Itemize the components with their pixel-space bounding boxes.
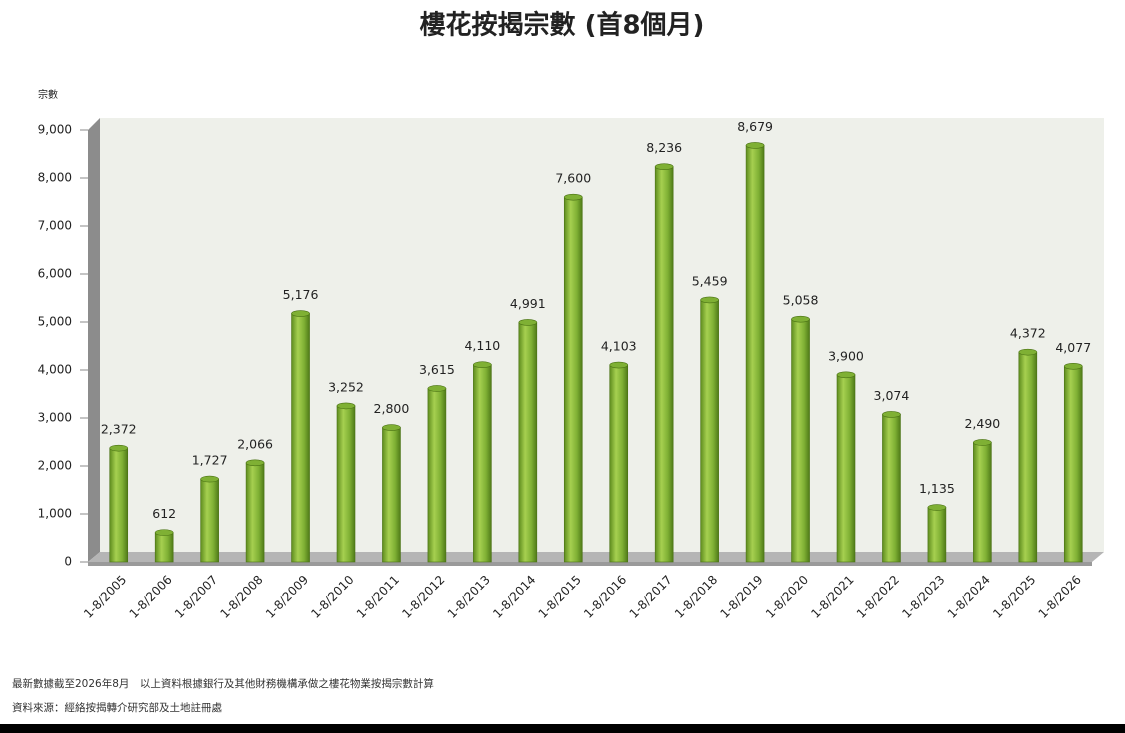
value-label: 612	[152, 506, 176, 521]
value-label: 1,727	[192, 453, 228, 468]
bar-top	[245, 459, 265, 467]
bar-top	[563, 193, 583, 201]
bar-top	[1063, 363, 1083, 370]
value-label: 8,679	[737, 119, 773, 134]
bar	[154, 532, 174, 563]
bar	[336, 405, 356, 563]
bar-top	[700, 296, 719, 304]
y-tick-label: 0	[64, 555, 72, 569]
bar	[245, 462, 265, 563]
bar	[1063, 366, 1083, 563]
y-tick-label: 1,000	[38, 507, 72, 521]
value-label: 5,058	[783, 293, 819, 308]
value-label: 4,103	[601, 339, 637, 354]
bar	[654, 166, 674, 563]
bar-top	[973, 439, 992, 446]
value-label: 3,252	[328, 379, 364, 394]
bar-top	[200, 475, 219, 483]
value-label: 4,110	[464, 338, 500, 353]
y-tick-label: 2,000	[38, 459, 72, 473]
bar-top	[109, 444, 129, 452]
value-label: 2,066	[237, 436, 273, 451]
bar-top	[473, 361, 492, 369]
bottom-strip	[0, 724, 1125, 733]
bar-top	[336, 402, 356, 410]
value-label: 7,600	[555, 171, 591, 186]
bar-top	[382, 424, 401, 431]
bar	[927, 507, 947, 563]
value-label: 3,074	[874, 388, 910, 403]
bar-top	[882, 411, 901, 418]
bar	[518, 322, 538, 563]
bar-top	[745, 142, 765, 149]
bar-top	[927, 504, 947, 511]
y-tick-label: 3,000	[38, 411, 72, 425]
value-label: 1,135	[919, 481, 955, 496]
value-label: 5,459	[692, 273, 728, 288]
floor	[88, 552, 1104, 562]
bar	[609, 364, 629, 563]
value-label: 2,800	[374, 401, 410, 416]
y-tick-label: 5,000	[38, 315, 72, 329]
y-tick-label: 7,000	[38, 219, 72, 233]
value-label: 5,176	[283, 287, 319, 302]
bar-top	[154, 529, 174, 536]
bar	[973, 442, 992, 563]
bar-top	[791, 315, 810, 323]
bar-top	[836, 371, 856, 379]
bar	[427, 388, 447, 563]
bar	[382, 427, 401, 563]
bar-top	[427, 385, 447, 392]
bar	[745, 145, 765, 563]
value-label: 2,490	[964, 416, 1000, 431]
y-axis-label: 宗數	[38, 88, 58, 101]
bar	[1018, 351, 1038, 563]
bar	[882, 414, 901, 563]
bar-top	[1018, 348, 1038, 356]
chart-title: 樓花按揭宗數 (首8個月)	[420, 10, 705, 41]
bar	[473, 364, 492, 563]
bar	[836, 374, 856, 563]
bar	[563, 196, 583, 563]
value-label: 3,900	[828, 348, 864, 363]
footnote: 最新數據截至2026年8月 以上資料根據銀行及其他財務機構承做之樓花物業按揭宗數…	[12, 677, 434, 690]
bar	[200, 478, 219, 563]
value-label: 4,077	[1055, 340, 1091, 355]
bar-top	[518, 319, 538, 326]
bar-top	[291, 310, 310, 317]
value-label: 3,615	[419, 362, 455, 377]
y-tick-label: 8,000	[38, 171, 72, 185]
y-tick-label: 4,000	[38, 363, 72, 377]
value-label: 4,991	[510, 296, 546, 311]
y-tick-label: 9,000	[38, 123, 72, 137]
bar-top	[609, 361, 629, 369]
y-tick-label: 6,000	[38, 267, 72, 281]
bar-top	[654, 163, 674, 170]
side-wall	[88, 118, 100, 562]
bar	[700, 299, 719, 563]
value-label: 8,236	[646, 140, 682, 155]
value-label: 2,372	[101, 422, 137, 437]
floor-edge	[88, 562, 1092, 566]
bar	[109, 447, 129, 563]
bar	[291, 313, 310, 563]
bar	[791, 318, 810, 563]
footnote: 資料來源：經絡按揭轉介研究部及土地註冊處	[12, 701, 222, 714]
value-label: 4,372	[1010, 326, 1046, 341]
